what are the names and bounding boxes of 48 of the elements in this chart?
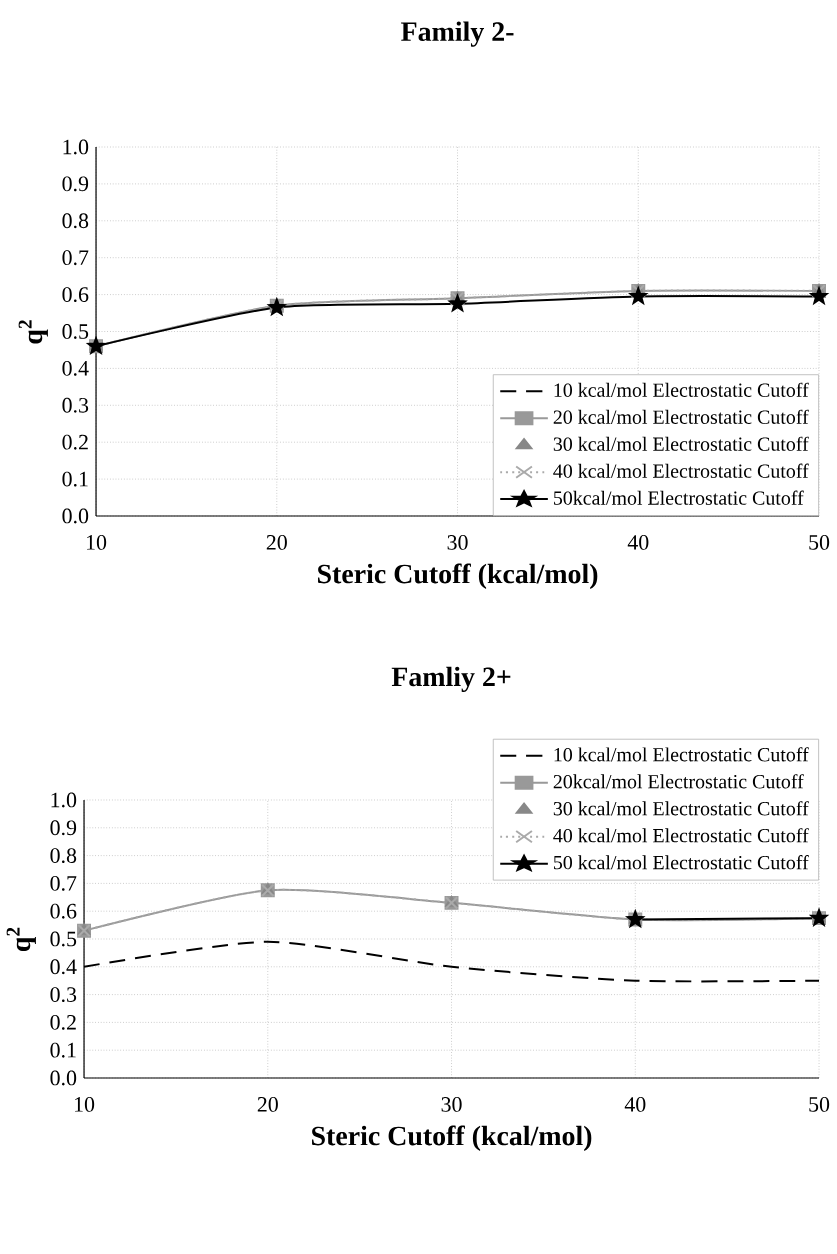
legend-label: 30 kcal/mol Electrostatic Cutoff: [554, 436, 809, 451]
x-tick-label: 10: [75, 1097, 95, 1112]
legend-label: 20 kcal/mol Electrostatic Cutoff: [553, 409, 809, 424]
y-tick-label: 0.2: [50, 1014, 76, 1030]
y-tick-label: 0.7: [50, 875, 77, 891]
x-tick-label: 40: [627, 535, 649, 550]
y-tick-label: 0.0: [62, 508, 89, 524]
y-axis-title: q$^{2}$: [6, 927, 37, 951]
y-tick-label: 0.3: [50, 987, 77, 1003]
y-tick-label: 0.7: [62, 250, 89, 266]
legend-label: 50 kcal/mol Electrostatic Cutoff: [554, 855, 809, 870]
x-tick-label: 10: [87, 535, 107, 550]
legend-label: 10 kcal/mol Electrostatic Cutoff: [554, 382, 809, 397]
x-tick-label: 20: [266, 535, 288, 550]
y-tick-label: 0.5: [62, 324, 89, 339]
x-tick-label: 20: [257, 1097, 279, 1112]
y-tick-label: 0.9: [62, 176, 89, 192]
y-axis-title: q$^{2}$: [18, 320, 49, 344]
x-tick-label: 30: [441, 1097, 462, 1112]
x-tick-label: 50: [809, 535, 830, 550]
legend-label: 40 kcal/mol Electrostatic Cutoff: [553, 463, 809, 478]
y-tick-label: 0.8: [50, 848, 77, 864]
y-tick-label: 0.4: [62, 360, 89, 376]
x-tick-label: 40: [624, 1097, 646, 1112]
y-tick-label: 0.6: [50, 903, 77, 919]
legend-label: 20kcal/mol Electrostatic Cutoff: [553, 774, 804, 789]
y-tick-label: 0.2: [62, 434, 88, 450]
y-tick-label: 0.8: [62, 213, 89, 229]
legend-label: 10 kcal/mol Electrostatic Cutoff: [554, 747, 809, 762]
legend-label: 30 kcal/mol Electrostatic Cutoff: [554, 801, 809, 816]
legend-label: 40 kcal/mol Electrostatic Cutoff: [553, 828, 809, 843]
x-tick-label: 30: [447, 535, 468, 550]
legend-label: 50kcal/mol Electrostatic Cutoff: [554, 490, 804, 505]
chart-title: Famliy 2+: [391, 666, 511, 693]
y-tick-label: 0.5: [50, 931, 77, 947]
y-tick-label: 0.1: [50, 1042, 76, 1058]
y-tick-label: 1.0: [63, 139, 89, 155]
y-tick-label: 0.0: [50, 1070, 77, 1086]
x-tick-label: 50: [809, 1097, 830, 1112]
x-axis-title: Steric Cutoff (kcal/mol): [312, 1125, 592, 1152]
y-tick-label: 0.6: [62, 287, 89, 303]
y-tick-label: 0.4: [50, 959, 77, 975]
x-axis-title: Steric Cutoff (kcal/mol): [318, 563, 598, 590]
y-tick-label: 0.9: [50, 820, 77, 836]
chart-title: Family 2-: [401, 21, 514, 47]
y-tick-label: 1.0: [51, 792, 77, 808]
y-tick-label: 0.1: [62, 471, 88, 487]
y-tick-label: 0.3: [62, 397, 89, 413]
